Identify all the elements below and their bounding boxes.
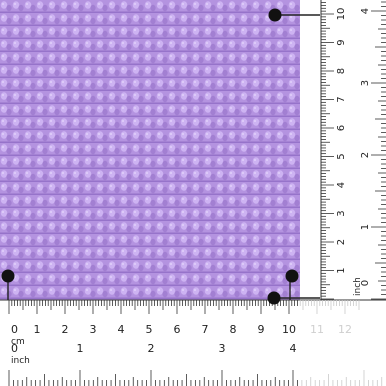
bottom-cm-number: 4	[118, 323, 125, 336]
bottom-cm-number: 3	[90, 323, 97, 336]
bottom-cm-number: 1	[34, 323, 41, 336]
crochet-swatch	[0, 0, 300, 300]
right-cm-number: 2	[336, 239, 347, 245]
right-inch-scale: 0 1 2 3 4	[360, 1, 386, 300]
bottom-cm-number-faded: 12	[338, 323, 352, 336]
bottom-cm-unit-label: cm	[11, 337, 25, 347]
bottom-inch-number: 0	[11, 342, 18, 355]
right-cm-number: 3	[336, 210, 347, 216]
bottom-inch-unit-label: inch	[11, 356, 30, 366]
right-cm-number: 5	[336, 153, 347, 159]
corner-marker-top-right	[268, 8, 282, 22]
bottom-inch-number: 3	[219, 342, 226, 355]
right-inch-number: 4	[360, 8, 371, 14]
bottom-cm-number: 7	[202, 323, 209, 336]
right-inch-number: 1	[360, 224, 371, 230]
corner-marker-bottom-right-lower	[267, 291, 281, 305]
right-inch-number: 0	[360, 280, 371, 286]
bottom-cm-number: 6	[174, 323, 181, 336]
right-cm-scale: 10 9 8 7 6 5 4 3 2 1	[320, 0, 347, 300]
corner-marker-bottom-right-upper	[285, 269, 299, 283]
right-inch-number: 2	[360, 152, 371, 158]
right-inch-number: 3	[360, 80, 371, 86]
right-cm-number: 7	[336, 96, 347, 102]
corner-marker-bottom-left	[1, 269, 15, 283]
bottom-inch-number: 1	[77, 342, 84, 355]
bottom-cm-number: 2	[62, 323, 69, 336]
right-cm-number: 1	[336, 267, 347, 273]
right-ruler	[300, 0, 386, 300]
right-cm-number: 9	[336, 39, 347, 45]
bottom-cm-number: 10	[282, 323, 296, 336]
bottom-inch-scale: 0 1 2 3 4	[8, 342, 383, 386]
bottom-cm-scale: 0 1 2 3 4 5 6 7 8 9 10 11 12	[0, 299, 386, 336]
right-cm-number: 4	[336, 182, 347, 188]
bottom-cm-number: 8	[230, 323, 237, 336]
right-cm-number: 6	[336, 125, 347, 131]
right-inch-unit-label: inch	[353, 277, 363, 296]
bottom-cm-number: 9	[258, 323, 265, 336]
bottom-cm-number-faded: 11	[310, 323, 324, 336]
bottom-cm-number: 0	[11, 323, 18, 336]
bottom-ruler	[0, 300, 386, 386]
bottom-inch-number: 2	[148, 342, 155, 355]
bottom-inch-number: 4	[290, 342, 297, 355]
right-cm-number: 10	[336, 8, 347, 21]
right-cm-number: 8	[336, 68, 347, 74]
bottom-cm-number: 5	[146, 323, 153, 336]
